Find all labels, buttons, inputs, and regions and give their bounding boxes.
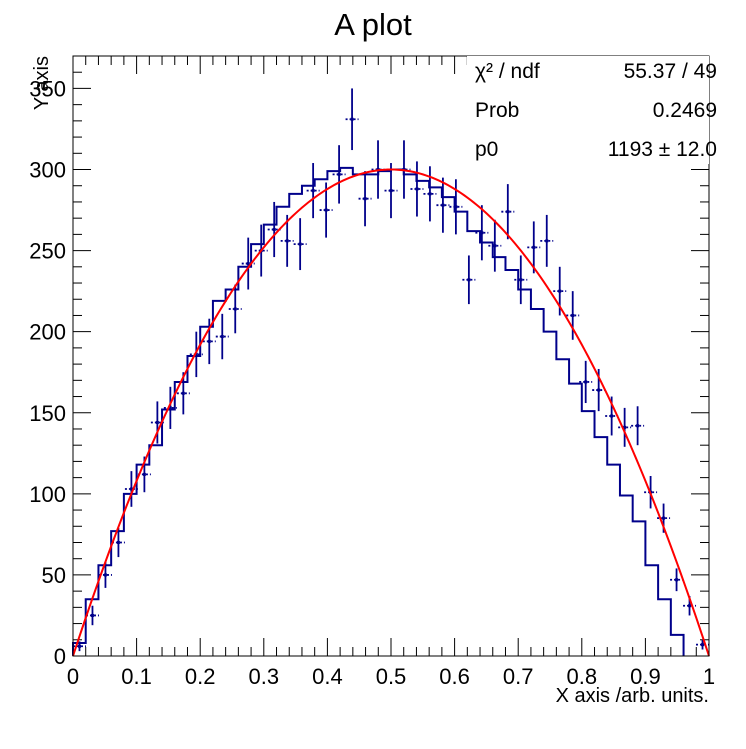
data-point (540, 214, 554, 267)
data-point (189, 331, 203, 378)
data-point (384, 163, 398, 219)
data-point (514, 255, 528, 305)
x-tick-labels: 0 0.1 0.2 0.3 0.4 0.5 0.6 0.7 0.8 0.9 1 (67, 664, 715, 689)
data-point (631, 406, 645, 446)
x-tick-label: 0.5 (376, 664, 407, 689)
data-point (228, 284, 242, 334)
chart-title: A plot (334, 7, 412, 42)
data-point (293, 218, 307, 271)
x-tick-label: 0.7 (503, 664, 534, 689)
data-point (696, 639, 709, 650)
data-point (98, 561, 112, 588)
stats-label-prob: Prob (475, 99, 519, 122)
x-tick-label: 0.3 (249, 664, 280, 689)
y-tick-label: 250 (29, 239, 66, 264)
stats-box: χ² / ndf 55.37 / 49 Prob 0.2469 p0 1193 … (467, 56, 717, 164)
plot-frame (72, 55, 710, 657)
x-tick-label: 0.2 (185, 664, 216, 689)
data-point (332, 145, 346, 204)
data-point (85, 605, 99, 626)
x-tick-label: 0.4 (312, 664, 343, 689)
x-tick-label: 1 (703, 664, 715, 689)
data-point (241, 237, 255, 290)
histogram (72, 166, 685, 656)
x-tick-label: 0.6 (439, 664, 470, 689)
data-point (449, 179, 463, 235)
stats-value-prob: 0.2469 (653, 99, 717, 122)
data-point (410, 161, 424, 217)
stats-value-p0: 1193 ± 12.0 (608, 138, 717, 161)
stats-box-frame (467, 56, 709, 164)
data-point (202, 318, 216, 365)
data-point (501, 184, 515, 240)
x-tick-label: 0.8 (567, 664, 598, 689)
data-point (345, 88, 359, 151)
y-tick-label: 300 (29, 158, 66, 183)
x-tick-label: 0 (67, 664, 79, 689)
y-tick-label: 150 (29, 401, 66, 426)
data-point (150, 401, 164, 444)
data-point (73, 641, 86, 652)
x-tick-label: 0.1 (121, 664, 152, 689)
data-point (579, 360, 593, 404)
data-point (267, 201, 281, 258)
y-tick-labels: 0 50 100 150 200 250 300 350 (29, 76, 66, 669)
stats-label-p0: p0 (475, 138, 498, 161)
data-point (306, 163, 320, 219)
fit-curve (72, 168, 710, 657)
y-tick-label: 100 (29, 482, 66, 507)
data-point (111, 527, 125, 558)
data-point (527, 221, 541, 274)
data-point (618, 407, 632, 447)
y-tick-label: 0 (54, 644, 66, 669)
data-point (488, 219, 502, 272)
y-tick-label: 50 (42, 563, 66, 588)
data-point (670, 568, 684, 592)
y-axis-label: Y axis (31, 56, 53, 110)
data-point (436, 177, 450, 233)
y-tick-label: 350 (29, 76, 66, 101)
data-points (73, 88, 709, 652)
data-point (475, 205, 489, 261)
x-axis-label: X axis /arb. units. (556, 685, 709, 707)
y-tick-label: 200 (29, 320, 66, 345)
data-point (319, 182, 333, 238)
stats-value-chi2: 55.37 / 49 (624, 60, 717, 83)
histogram-outline (72, 166, 685, 656)
data-point (163, 386, 177, 429)
data-point (462, 255, 476, 305)
data-point (215, 313, 229, 360)
data-point (124, 471, 138, 507)
data-point (423, 166, 437, 222)
stats-label-chi2: χ² / ndf (475, 60, 540, 83)
data-point (358, 171, 372, 227)
data-point (566, 291, 580, 340)
data-point (280, 214, 294, 267)
x-tick-label: 0.9 (630, 664, 661, 689)
